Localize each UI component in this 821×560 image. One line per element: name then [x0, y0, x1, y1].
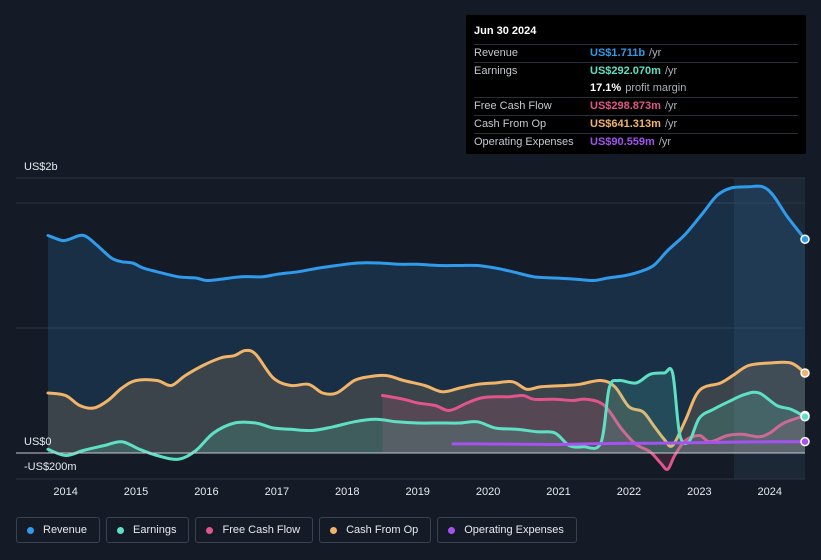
tooltip-row-cash-from-op: Cash From Op US$641.313m /yr — [474, 115, 798, 133]
legend-item-revenue[interactable]: Revenue — [16, 517, 101, 543]
legend-label: Earnings — [133, 524, 177, 536]
legend-label: Revenue — [43, 524, 88, 536]
tooltip-unit: /yr — [664, 118, 678, 130]
tooltip-unit: /yr — [649, 47, 662, 59]
legend-item-free-cash-flow[interactable]: Free Cash Flow — [195, 517, 314, 543]
tooltip-row-revenue: Revenue US$1.711b /yr — [474, 44, 798, 62]
x-tick-label: 2019 — [405, 486, 429, 498]
series-line-revenue — [46, 184, 807, 283]
series-area-cash-from-op — [48, 350, 805, 453]
tooltip-label: Free Cash Flow — [474, 100, 552, 112]
tooltip-date: Jun 30 2024 — [474, 25, 537, 37]
x-tick-label: 2015 — [124, 486, 148, 498]
series-layer — [46, 184, 807, 471]
series-line-free-cash-flow — [381, 393, 807, 471]
y-label-bottom: -US$200m — [24, 461, 77, 473]
legend-label: Free Cash Flow — [222, 524, 301, 536]
x-tick-label: 2023 — [687, 486, 711, 498]
series-line-operating-expenses — [451, 440, 807, 447]
series-end-point-revenue — [800, 234, 810, 244]
tooltip-label — [474, 80, 590, 97]
legend-dot-icon — [27, 526, 34, 534]
legend: Revenue Earnings Free Cash Flow Cash Fro… — [16, 517, 577, 545]
x-tick-label: 2021 — [546, 486, 570, 498]
tooltip-row-free-cash-flow: Free Cash Flow US$298.873m /yr — [474, 97, 798, 115]
tooltip-value: US$1.711b — [590, 47, 646, 59]
legend-label: Operating Expenses — [464, 524, 564, 536]
tooltip-row-operating-expenses: Operating Expenses US$90.559m /yr — [474, 133, 798, 151]
legend-item-earnings[interactable]: Earnings — [106, 517, 190, 543]
x-tick-label: 2022 — [617, 486, 641, 498]
legend-item-operating-expenses[interactable]: Operating Expenses — [437, 517, 577, 543]
tooltip-unit: /yr — [664, 100, 678, 112]
x-tick-label: 2018 — [335, 486, 359, 498]
series-line-cash-from-op — [46, 348, 807, 448]
x-tick-label: 2020 — [476, 486, 500, 498]
legend-dot-icon — [206, 526, 214, 534]
tooltip-value: 17.1% — [590, 82, 622, 94]
series-end-point-cash-from-op — [800, 368, 810, 378]
tooltip-value: US$298.873m — [590, 100, 661, 112]
y-label-zero: US$0 — [24, 436, 52, 448]
x-tick-label: 2017 — [265, 486, 289, 498]
tooltip: Jun 30 2024 Revenue US$1.711b /yr Earnin… — [466, 15, 806, 154]
series-area-earnings — [48, 368, 805, 460]
legend-label: Cash From Op — [346, 524, 419, 536]
x-tick-label: 2016 — [194, 486, 218, 498]
tooltip-unit: /yr — [658, 136, 672, 148]
series-area-free-cash-flow — [382, 395, 805, 470]
tooltip-row-earnings: Earnings US$292.070m /yr — [474, 62, 798, 80]
series-end-point-operating-expenses — [800, 436, 810, 447]
legend-dot-icon — [117, 526, 125, 534]
tooltip-label: Operating Expenses — [474, 136, 574, 148]
tooltip-label: Earnings — [474, 65, 518, 77]
x-tick-label: 2024 — [758, 486, 782, 498]
legend-dot-icon — [448, 526, 456, 534]
tooltip-value: US$641.313m — [590, 118, 661, 130]
tooltip-row-profit-margin: 17.1% profit margin — [474, 80, 798, 97]
end-markers — [800, 234, 810, 447]
series-end-point-earnings — [800, 412, 810, 422]
legend-item-cash-from-op[interactable]: Cash From Op — [319, 517, 432, 543]
tooltip-unit: /yr — [664, 65, 678, 77]
x-tick-label: 2014 — [53, 486, 77, 498]
y-label-top: US$2b — [24, 161, 58, 173]
tooltip-value: US$90.559m — [590, 136, 655, 148]
tooltip-label: Cash From Op — [474, 118, 547, 130]
series-line-earnings — [46, 366, 807, 461]
tooltip-value: US$292.070m — [590, 65, 661, 77]
tooltip-label: Revenue — [474, 47, 519, 59]
x-axis-ticks: 2014 2015 2016 2017 2018 2019 2020 2021 2022 2023… — [53, 486, 782, 498]
legend-dot-icon — [330, 526, 338, 534]
tooltip-unit: profit margin — [625, 82, 687, 94]
